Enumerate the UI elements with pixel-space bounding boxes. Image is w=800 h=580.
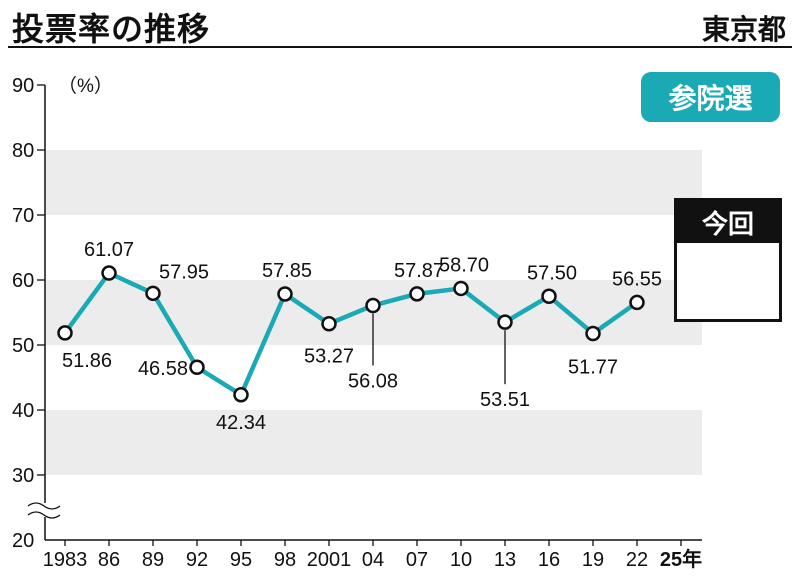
x-tick-label: 13 (494, 549, 516, 571)
chart-title: 投票率の推移 (12, 10, 211, 48)
current-result-box: 今回 (674, 198, 782, 322)
data-point (629, 294, 645, 311)
axis-break-line (27, 511, 61, 519)
y-tick-label: 40 (12, 400, 34, 422)
data-label: 42.34 (216, 412, 266, 434)
current-result-label: 今回 (677, 201, 779, 243)
data-point (541, 288, 557, 304)
data-label: 53.27 (304, 346, 354, 368)
data-label: 53.51 (480, 389, 530, 411)
grid-band (45, 410, 702, 475)
x-tick-label: 10 (450, 549, 472, 571)
y-tick-label: 90 (12, 75, 34, 97)
series-line (63, 270, 639, 398)
x-tick-label: 86 (98, 549, 120, 571)
election-type-badge: 参院選 (641, 72, 780, 122)
x-tick-label: 1983 (43, 549, 88, 571)
y-tick-label: 20 (12, 530, 34, 552)
x-tick-label: 16 (538, 549, 560, 571)
data-point (57, 325, 73, 341)
axis-break (27, 502, 61, 519)
data-point (497, 314, 513, 330)
data-label: 51.86 (62, 350, 112, 372)
data-point (453, 280, 469, 297)
data-label: 57.85 (262, 260, 312, 282)
data-point (145, 285, 161, 302)
data-point (277, 286, 293, 302)
data-label: 58.70 (439, 254, 489, 276)
region-label: 東京都 (701, 13, 786, 46)
x-tick-label: 89 (142, 549, 164, 571)
data-label: 57.50 (527, 262, 577, 284)
data-point (409, 286, 425, 302)
y-tick-label: 50 (12, 335, 34, 357)
x-tick-label: 2001 (307, 549, 352, 571)
data-point (321, 315, 337, 332)
y-tick-label: 80 (12, 140, 34, 162)
y-tick-label: 70 (12, 205, 34, 227)
x-tick-label: 98 (274, 549, 296, 571)
data-point (233, 387, 249, 403)
x-tick-label: 19 (582, 549, 604, 571)
y-tick-label: 30 (12, 465, 34, 487)
unit-label: （%） (58, 75, 113, 97)
data-point (101, 265, 117, 281)
data-label: 57.87 (394, 260, 444, 282)
data-label: 61.07 (84, 239, 134, 261)
x-tick-label: 92 (186, 549, 208, 571)
x-tick-label: 25年 (660, 547, 702, 571)
x-tick-label: 07 (406, 549, 428, 571)
y-tick-label: 60 (12, 270, 34, 292)
data-label: 57.95 (159, 261, 209, 283)
grid-band (45, 150, 702, 215)
title-rule (8, 46, 792, 48)
x-tick-label: 22 (626, 549, 648, 571)
data-label: 46.58 (138, 358, 188, 380)
data-label: 56.55 (612, 268, 662, 290)
data-point (585, 325, 601, 342)
axis-break-line (27, 502, 61, 510)
axis-break-gap (30, 503, 60, 517)
data-point (189, 359, 205, 375)
x-tick-label: 95 (230, 549, 252, 571)
x-tick-label: 04 (362, 549, 384, 571)
data-label: 56.08 (348, 370, 398, 392)
data-label: 51.77 (568, 356, 618, 378)
data-point (365, 297, 381, 314)
